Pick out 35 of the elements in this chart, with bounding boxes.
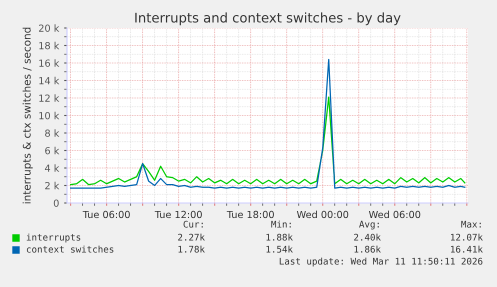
y-axis-title: interrupts & ctx switches / second: [22, 28, 33, 204]
text: Avg:: [359, 220, 379, 230]
text: 12.07k: [450, 234, 483, 241]
y-tick-label: 6 k: [45, 146, 60, 154]
y-tick-label: 16 k: [39, 59, 60, 67]
y-tick-label: 14 k: [39, 76, 60, 84]
text: 2.27k: [178, 234, 205, 241]
y-tick-label: 8 k: [45, 129, 60, 137]
x-tick-label: Tue 12:00: [154, 210, 202, 218]
y-tick-label: 0: [54, 199, 59, 207]
y-tick-label: 4 k: [44, 164, 60, 172]
text: 2.40k: [354, 234, 381, 241]
x-tick-label: Wed 06:00: [368, 210, 420, 218]
y-tick-label: 18 k: [39, 42, 60, 50]
text: Min:: [271, 220, 291, 228]
y-tick-label: 12 k: [39, 94, 60, 102]
text: Cur:: [184, 220, 203, 228]
legend-label: context switches: [26, 246, 114, 253]
text: 1.88k: [266, 234, 293, 241]
y-tick-label: 10 k: [39, 112, 60, 120]
x-tick-label: Tue 06:00: [82, 210, 130, 218]
line-series: [70, 58, 466, 189]
chart-title: Interrupts and context switches - by day: [135, 12, 401, 26]
y-tick-label: 20 k: [38, 24, 60, 32]
text: Max:: [461, 220, 481, 228]
text: 1.54k: [266, 246, 293, 253]
text: 1.78k: [178, 246, 205, 253]
legend-label: interrupts: [26, 234, 80, 242]
y-tick-label: 2 k: [45, 182, 60, 190]
x-tick-label: Tue 18:00: [226, 210, 274, 218]
text: 1.86k: [354, 246, 381, 253]
x-tick-label: Wed 00:00: [296, 210, 348, 218]
text: Last update: Wed Mar 11 11:50:11 2026: [280, 258, 482, 266]
line-series: [70, 96, 466, 186]
text: 16.41k: [450, 246, 483, 253]
